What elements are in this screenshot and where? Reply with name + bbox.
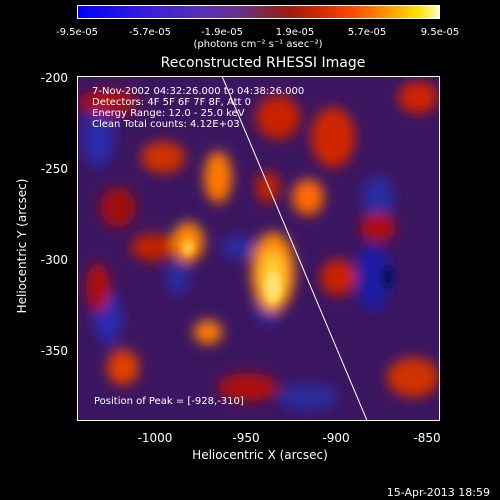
footer-date: 15-Apr-2013 18:59 <box>386 486 490 499</box>
colorbar-tick: -1.9e-05 <box>201 27 243 38</box>
colorbar-tick: -5.7e-05 <box>129 27 171 38</box>
y-axis-label: Heliocentric Y (arcsec) <box>15 178 29 314</box>
y-tick: -200 <box>40 71 68 85</box>
time-range: 7-Nov-2002 04:32:26.000 to 04:38:26.000 <box>92 86 305 97</box>
colorbar-tick: 9.5e-05 <box>420 27 460 38</box>
colorbar <box>77 5 440 19</box>
detectors-info: Detectors: 4F 5F 6F 7F 8F, Att 0 <box>92 97 252 108</box>
x-tick: -850 <box>413 431 441 445</box>
image-map-canvas <box>78 77 439 420</box>
energy-range: Energy Range: 12.0 - 25.0 keV <box>92 108 245 119</box>
x-axis-label: Heliocentric X (arcsec) <box>192 448 328 462</box>
solar-limb-line <box>221 77 368 420</box>
colorbar-tick: 5.7e-05 <box>347 27 387 38</box>
y-tick: -300 <box>40 253 68 267</box>
colorbar-tick: -9.5e-05 <box>56 27 98 38</box>
emission-blobs <box>78 81 439 411</box>
colorbar-tick: 1.9e-05 <box>275 27 315 38</box>
x-tick: -950 <box>232 431 260 445</box>
peak-position: Position of Peak = [-928,-310] <box>94 396 244 407</box>
y-tick: -350 <box>40 344 68 358</box>
x-tick: -1000 <box>137 431 173 445</box>
plot-title: Reconstructed RHESSI Image <box>160 55 366 71</box>
colorbar-unit: (photons cm⁻² s⁻¹ asec⁻²) <box>193 39 323 50</box>
clean-info: Clean Total counts: 4.12E+03 <box>92 119 240 130</box>
y-tick: -250 <box>40 162 68 176</box>
x-tick: -900 <box>322 431 350 445</box>
peak-core <box>182 239 394 303</box>
image-map: 7-Nov-2002 04:32:26.000 to 04:38:26.000 … <box>77 76 440 421</box>
